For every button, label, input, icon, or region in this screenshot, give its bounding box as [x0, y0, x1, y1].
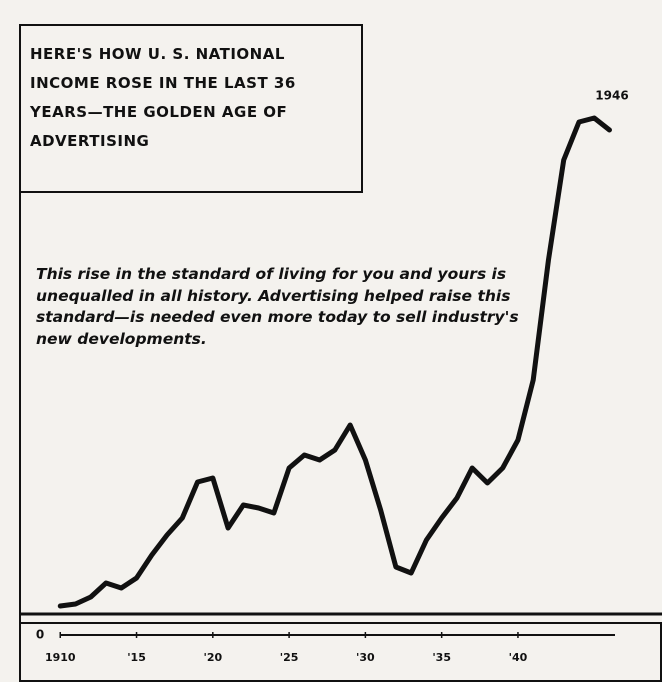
- x-tick-label: '25: [280, 651, 299, 664]
- x-tick-label: '40: [509, 651, 528, 664]
- x-tick-label: '15: [127, 651, 146, 664]
- x-tick-label: '20: [203, 651, 222, 664]
- annotation: 1946: [595, 89, 628, 103]
- x-tick-label: 1910: [45, 651, 76, 664]
- income-line: [57, 115, 612, 609]
- x-tick-label: '30: [356, 651, 375, 664]
- x-tick-label: '35: [432, 651, 451, 664]
- y-tick-label: 0: [36, 628, 44, 642]
- chart-subtitle: This rise in the standard of living for …: [36, 265, 519, 348]
- axis-box: [19, 622, 662, 682]
- chart-title: HERE'S HOW U. S. NATIONAL INCOME ROSE IN…: [30, 45, 296, 150]
